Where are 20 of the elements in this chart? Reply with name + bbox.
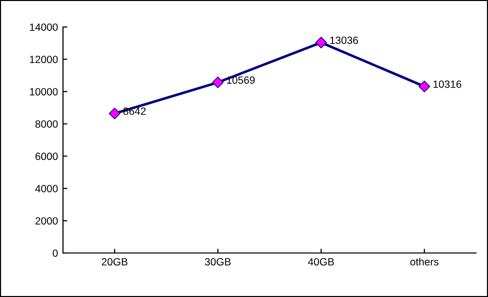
data-label: 10569	[227, 76, 255, 84]
y-tick-label: 12000	[30, 56, 58, 64]
x-tick-label: 40GB	[308, 258, 334, 266]
data-label: 10316	[434, 80, 462, 88]
y-tick-label: 10000	[30, 88, 58, 96]
x-tick-label: 20GB	[102, 258, 128, 266]
y-tick-label: 0	[52, 250, 58, 257]
y-tick-label: 4000	[35, 184, 58, 192]
point	[212, 76, 224, 88]
x-tick-label: 30GB	[204, 258, 231, 266]
x-tick-label: others	[410, 258, 438, 266]
point	[108, 108, 120, 120]
y-tick-label: 8000	[35, 120, 58, 128]
y-tick-label: 2000	[35, 217, 58, 225]
data-label: 8642	[123, 108, 146, 115]
data-label: 13036	[330, 36, 358, 44]
y-tick-label: 6000	[35, 152, 58, 160]
point	[315, 36, 327, 48]
point	[418, 80, 430, 92]
y-tick-label: 14000	[30, 24, 58, 31]
